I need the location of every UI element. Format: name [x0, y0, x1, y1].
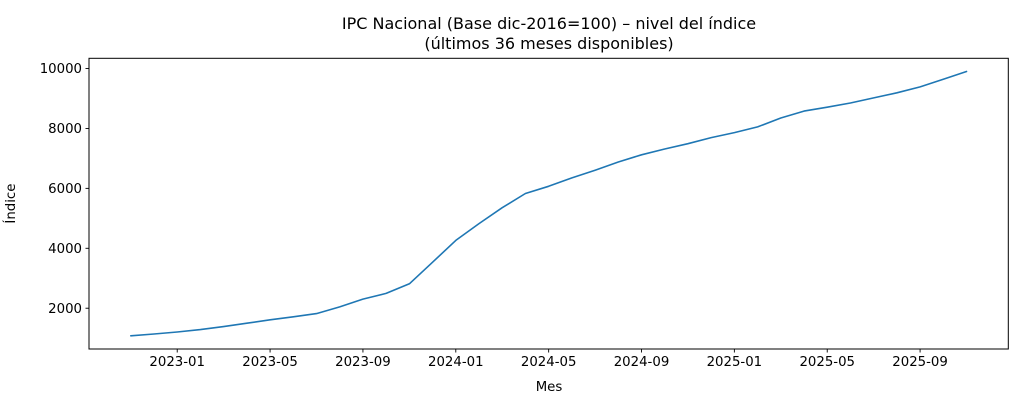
y-tick-label: 6000 — [48, 182, 82, 197]
plot-area: 2000 4000 6000 8000 10000 2023-01 2023-05 2023-… — [40, 57, 1009, 370]
x-tick-label: 2023-05 — [242, 355, 298, 370]
x-tick-label: 2023-09 — [335, 355, 391, 370]
chart-subtitle: (últimos 36 meses disponibles) — [424, 34, 673, 53]
x-tick-label: 2024-01 — [428, 355, 484, 370]
chart-title: IPC Nacional (Base dic-2016=100) – nivel… — [342, 14, 756, 33]
x-tick-label: 2023-01 — [149, 355, 205, 370]
y-tick-label: 10000 — [40, 62, 82, 77]
x-tick-label: 2024-05 — [521, 355, 577, 370]
x-tick-label: 2024-09 — [614, 355, 670, 370]
plot-border — [88, 57, 1009, 350]
y-axis-label: Índice — [2, 184, 19, 224]
x-tick-label: 2025-09 — [892, 355, 948, 370]
x-tick-label: 2025-05 — [799, 355, 855, 370]
x-axis-label: Mes — [536, 380, 563, 395]
index-line — [130, 70, 968, 337]
y-tick-label: 4000 — [48, 242, 82, 257]
y-tick-label: 2000 — [48, 302, 82, 317]
x-tick-label: 2025-01 — [707, 355, 763, 370]
y-tick-label: 8000 — [48, 122, 82, 137]
